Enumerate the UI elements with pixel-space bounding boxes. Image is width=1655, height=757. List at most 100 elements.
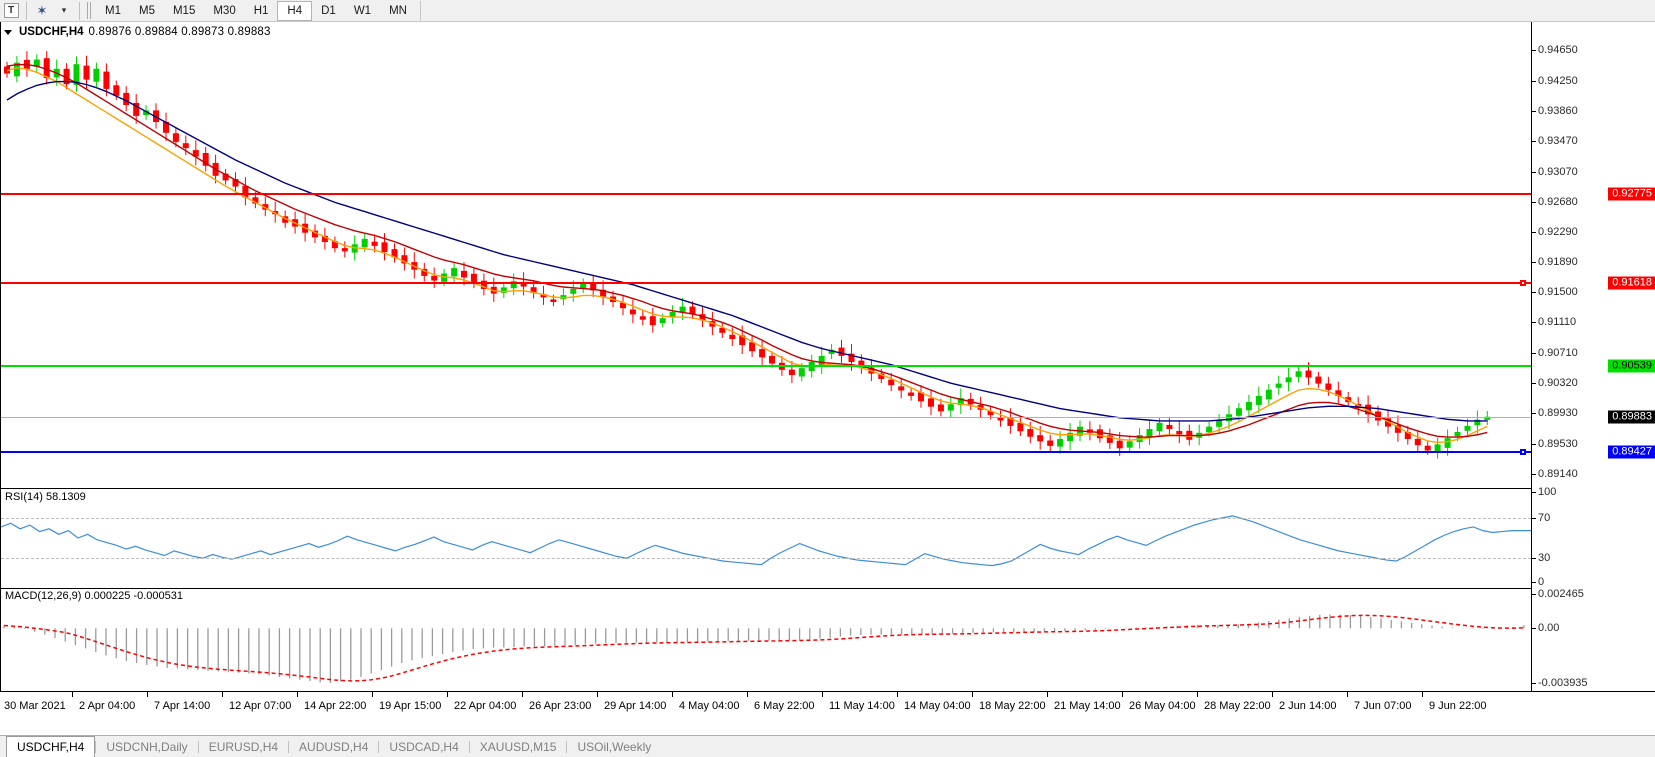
rsi-tick-100: 100 — [1532, 486, 1556, 498]
level-line-resistance-lower[interactable] — [1, 282, 1531, 285]
time-label-2: 7 Apr 14:00 — [154, 700, 211, 712]
time-tick-3 — [222, 692, 223, 697]
rsi-indicator-label: RSI(14) 58.1309 — [5, 491, 89, 503]
rsi-tick-30: 30 — [1532, 552, 1550, 564]
time-tick-18 — [1347, 692, 1348, 697]
macd-pane[interactable]: MACD(12,26,9) 0.000225 -0.000531 0.00246… — [0, 588, 1655, 691]
macd-histogram — [3, 614, 1525, 684]
price-tick-0.90710: 0.90710 — [1532, 347, 1578, 359]
rsi-pane[interactable]: RSI(14) 58.1309 100 70 30 0 — [0, 486, 1655, 588]
macd-axis[interactable]: 0.002465 0.00 -0.003935 — [1531, 588, 1655, 691]
timeframe-button-d1[interactable]: D1 — [321, 4, 336, 17]
chart-ohlc-values: 0.89876 0.89884 0.89873 0.89883 — [88, 26, 271, 38]
level-line-resistance-upper[interactable] — [1, 193, 1531, 196]
price-tick-0.89140: 0.89140 — [1532, 468, 1578, 480]
macd-plot-canvas[interactable] — [1, 588, 1531, 691]
rsi-pane-top-border — [0, 488, 1531, 489]
time-label-18: 7 Jun 07:00 — [1354, 700, 1412, 712]
collapse-caret-icon[interactable] — [4, 29, 12, 35]
ma-line-2 — [6, 63, 1488, 438]
tab-usoil-weekly[interactable]: USOil,Weekly — [577, 739, 652, 754]
timeframe-button-w1[interactable]: W1 — [353, 4, 372, 17]
time-label-1: 2 Apr 04:00 — [79, 700, 136, 712]
tab-separator — [468, 740, 470, 753]
macd-signal-line — [3, 614, 1524, 682]
time-axis[interactable]: 30 Mar 2021 2 Apr 04:00 7 Apr 14:00 12 Apr … — [0, 691, 1655, 717]
time-label-4: 14 Apr 22:00 — [304, 700, 367, 712]
level-line-support-green[interactable] — [1, 365, 1531, 368]
time-tick-13 — [972, 692, 973, 697]
symbol-tab-bar[interactable]: USDCHF,H4 USDCNH,Daily EURUSD,H4 AUDUSD,H4 U… — [0, 735, 1655, 757]
price-tick-0.93070: 0.93070 — [1532, 166, 1578, 178]
tab-usdchf-h4[interactable]: USDCHF,H4 — [6, 736, 96, 757]
macd-indicator-label: MACD(12,26,9) 0.000225 -0.000531 — [5, 590, 186, 602]
candlestick-group — [4, 51, 1491, 459]
time-tick-2 — [147, 692, 148, 697]
price-series-svg — [4, 51, 1491, 459]
tab-xauusd-m15[interactable]: XAUUSD,M15 — [479, 739, 557, 754]
level-tag-last-price[interactable]: 0.89883 — [1608, 410, 1655, 424]
tab-usdcad-h4[interactable]: USDCAD,H4 — [389, 739, 459, 754]
rsi-line — [1, 515, 1531, 567]
timeframe-button-mn[interactable]: MN — [389, 4, 407, 17]
level-anchor-support-blue[interactable] — [1520, 448, 1526, 455]
rsi-axis[interactable]: 100 70 30 0 — [1531, 486, 1655, 588]
text-tool-button[interactable]: T — [0, 1, 22, 21]
level-tag-support-blue[interactable]: 0.89427 — [1608, 445, 1655, 459]
level-tag-support-green[interactable]: 0.90539 — [1608, 359, 1655, 373]
timeframe-button-m15[interactable]: M15 — [172, 4, 196, 17]
time-label-14: 21 May 14:00 — [1054, 700, 1121, 712]
time-tick-16 — [1197, 692, 1198, 697]
toolbar-divider — [26, 1, 27, 20]
time-label-9: 4 May 04:00 — [679, 700, 740, 712]
tab-audusd-h4[interactable]: AUDUSD,H4 — [299, 739, 369, 754]
price-pane[interactable]: USDCHF,H4 0.89876 0.89884 0.89873 0.8988… — [0, 22, 1655, 488]
rsi-tick-70: 70 — [1532, 512, 1550, 524]
timeframe-button-m30[interactable]: M30 — [213, 4, 236, 17]
macd-pane-top-border — [0, 588, 1531, 589]
tab-usdcnh-daily[interactable]: USDCNH,Daily — [106, 739, 188, 754]
level-tag-resistance-upper[interactable]: 0.92775 — [1608, 187, 1655, 201]
level-line-support-blue[interactable] — [1, 450, 1531, 453]
indicators-dropdown-button[interactable]: ▾ — [53, 1, 75, 21]
time-label-5: 19 Apr 15:00 — [379, 700, 442, 712]
time-tick-8 — [597, 692, 598, 697]
time-tick-17 — [1272, 692, 1273, 697]
level-anchor-resistance-lower[interactable] — [1520, 280, 1526, 287]
time-label-19: 9 Jun 22:00 — [1429, 700, 1487, 712]
time-label-7: 26 Apr 23:00 — [529, 700, 592, 712]
level-line-last-price[interactable] — [1, 416, 1531, 418]
chevron-down-icon: ▾ — [61, 5, 67, 15]
ma-line-3 — [6, 80, 1488, 422]
time-tick-19 — [1422, 692, 1423, 697]
timeframe-button-h4[interactable]: H4 — [277, 0, 313, 21]
price-plot-canvas[interactable] — [1, 22, 1531, 488]
timeframe-button-m1[interactable]: M1 — [105, 4, 121, 17]
time-tick-7 — [522, 692, 523, 697]
timeframe-button-h1[interactable]: H1 — [253, 4, 269, 17]
rsi-tick-0: 0 — [1532, 576, 1544, 588]
toolbar-divider-2 — [79, 1, 80, 20]
toolbar-grip-handle[interactable] — [87, 2, 93, 19]
rsi-series-svg — [1, 515, 1531, 567]
price-tick-0.89530: 0.89530 — [1532, 438, 1578, 450]
tab-separator — [288, 740, 290, 753]
price-tick-0.94650: 0.94650 — [1532, 44, 1578, 56]
time-tick-5 — [372, 692, 373, 697]
level-tag-resistance-lower[interactable]: 0.91618 — [1608, 276, 1655, 290]
time-label-12: 14 May 04:00 — [904, 700, 971, 712]
rsi-left-border — [0, 488, 1, 588]
timeframe-button-m5[interactable]: M5 — [138, 4, 155, 17]
tab-eurusd-h4[interactable]: EURUSD,H4 — [208, 739, 279, 754]
price-tick-0.94250: 0.94250 — [1532, 75, 1578, 87]
chart-root[interactable]: USDCHF,H4 0.89876 0.89884 0.89873 0.8988… — [0, 22, 1655, 735]
time-label-3: 12 Apr 07:00 — [229, 700, 292, 712]
tab-separator — [197, 740, 199, 753]
price-tick-0.92680: 0.92680 — [1532, 196, 1578, 208]
rsi-plot-canvas[interactable] — [1, 488, 1531, 588]
indicators-button[interactable]: ✶ — [31, 1, 53, 21]
price-axis[interactable]: 0.94650 0.94250 0.93860 0.93470 0.93070 0.926… — [1531, 22, 1655, 488]
price-tick-0.93470: 0.93470 — [1532, 135, 1578, 147]
price-tick-0.91890: 0.91890 — [1532, 256, 1578, 268]
time-label-15: 26 May 04:00 — [1129, 700, 1196, 712]
